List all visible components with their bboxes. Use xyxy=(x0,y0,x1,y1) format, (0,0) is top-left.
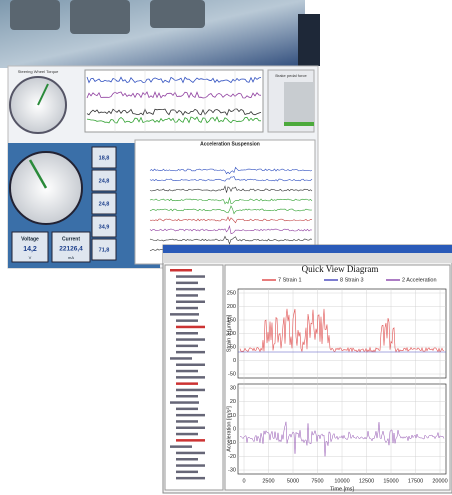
y-tick-label: 0 xyxy=(233,426,236,432)
title-bar xyxy=(163,245,452,253)
current-label: Current xyxy=(62,236,80,242)
y-tick-label: 200 xyxy=(227,304,236,310)
x-tick-label: 12500 xyxy=(359,478,374,484)
tree-item xyxy=(176,345,198,348)
voltage-unit: V xyxy=(29,255,32,260)
y-tick-label: -50 xyxy=(228,371,236,377)
tree-item xyxy=(176,382,198,385)
x-axis-label: Time [ms] xyxy=(330,486,354,492)
tree-item xyxy=(170,357,192,360)
tree-item xyxy=(176,395,198,398)
tree-item xyxy=(176,420,198,423)
legend-label: 7 Strain 1 xyxy=(278,277,302,283)
toolbar xyxy=(163,253,452,263)
tree-item xyxy=(176,370,198,373)
tree-item xyxy=(176,427,205,430)
y-tick-label: 0 xyxy=(233,358,236,364)
value-text: 24,8 xyxy=(99,178,110,184)
tree-item xyxy=(176,408,198,411)
current-value: 22126,4 xyxy=(59,246,83,253)
tree-item xyxy=(176,288,205,291)
steering-title: Steering Wheel Torque xyxy=(18,69,59,74)
legend-label: 2 Acceleration xyxy=(402,277,437,283)
tree-item xyxy=(176,275,205,278)
value-text: 24,8 xyxy=(99,201,110,207)
tree-item xyxy=(176,452,205,455)
y-tick-label: -20 xyxy=(228,454,236,460)
tree-item xyxy=(176,439,205,442)
tree-item xyxy=(176,464,205,467)
y-axis-label: Acceleration [m/s²] xyxy=(226,406,232,452)
tree-item xyxy=(176,319,198,322)
x-tick-label: 10000 xyxy=(334,478,349,484)
brake-bar-bg xyxy=(284,82,314,126)
value-text: 18,8 xyxy=(99,155,110,161)
tree-item xyxy=(170,269,192,272)
y-tick-label: 250 xyxy=(227,290,236,296)
tree-item xyxy=(170,445,192,448)
tree-item xyxy=(176,376,205,379)
x-tick-label: 17500 xyxy=(408,478,423,484)
y-tick-label: -30 xyxy=(228,467,236,473)
accel-title: Acceleration Suspension xyxy=(200,141,260,147)
x-tick-label: 20000 xyxy=(432,478,447,484)
tree-item xyxy=(176,471,198,474)
value-text: 34,9 xyxy=(99,224,110,230)
x-tick-label: 2500 xyxy=(262,478,274,484)
y-tick-label: 20 xyxy=(230,399,236,405)
x-tick-label: 15000 xyxy=(383,478,398,484)
x-tick-label: 0 xyxy=(242,478,245,484)
tree-item xyxy=(176,301,205,304)
tree-item xyxy=(176,332,198,335)
y-axis-label: Strain 3 [µm/m] xyxy=(226,314,232,352)
y-tick-label: 30 xyxy=(230,385,236,391)
current-unit: mA xyxy=(68,255,74,260)
tree-item xyxy=(170,401,199,404)
tree-item xyxy=(176,414,205,417)
voltage-label: Voltage xyxy=(21,236,39,242)
brake-bar xyxy=(284,122,314,126)
tree-item xyxy=(176,364,205,367)
tree-item xyxy=(176,351,205,354)
tree-item xyxy=(176,389,205,392)
tree-item xyxy=(176,458,198,461)
tree-item xyxy=(176,326,205,329)
diagram-title: Quick View Diagram xyxy=(302,264,379,274)
legend-label: 8 Strain 3 xyxy=(340,277,364,283)
banner-panel xyxy=(298,14,320,66)
tree-item xyxy=(176,338,205,341)
tree-item xyxy=(170,313,199,316)
tree-item xyxy=(176,307,198,310)
value-text: 71,8 xyxy=(99,247,110,253)
tree-item xyxy=(176,433,198,436)
voltage-value: 14,2 xyxy=(23,246,37,253)
tree-item xyxy=(176,294,198,297)
screenshot-collage: Steering Wheel Torque Brake pedal force … xyxy=(0,0,452,495)
x-tick-label: 5000 xyxy=(287,478,299,484)
brake-title: Brake pedal force xyxy=(275,73,307,78)
tree-item xyxy=(176,477,205,480)
tree-item xyxy=(176,282,198,285)
x-tick-label: 7500 xyxy=(311,478,323,484)
